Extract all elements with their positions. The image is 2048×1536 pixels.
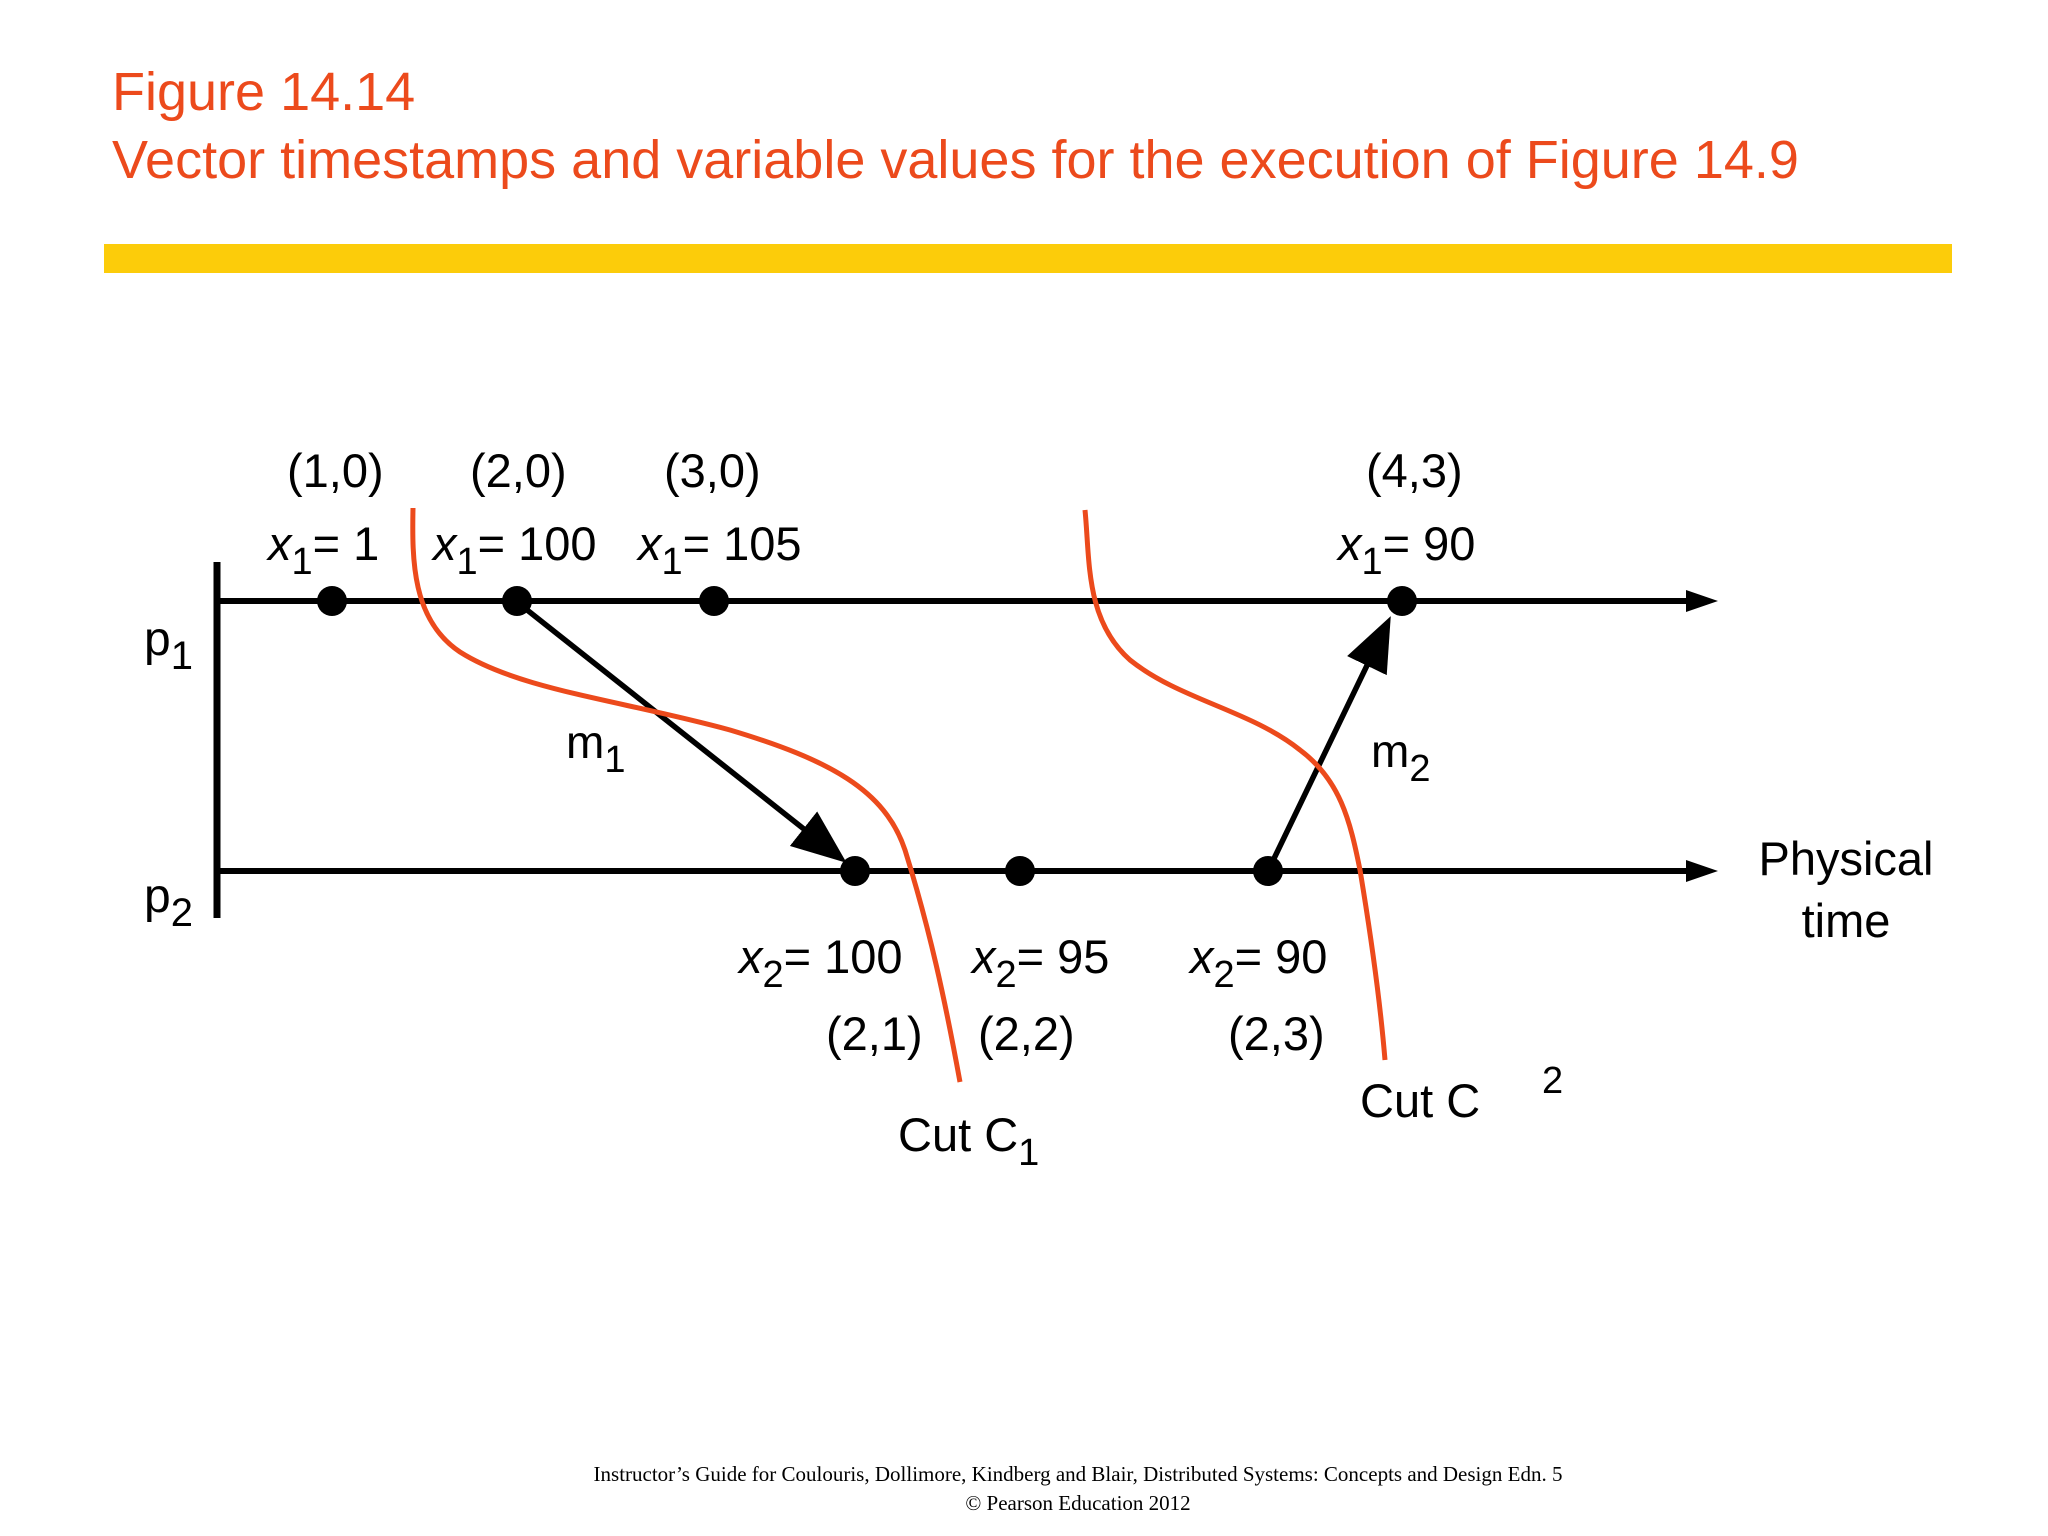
event-dot [317, 586, 347, 616]
p1-timeline-arrowhead [1686, 590, 1718, 612]
event-dot [840, 856, 870, 886]
figure-label: Figure 14.14 [112, 62, 416, 122]
p1-label: p1 [144, 613, 193, 678]
p1-event-timestamp: (3,0) [664, 444, 761, 497]
footer: Instructor’s Guide for Coulouris, Dollim… [0, 1460, 2048, 1518]
footer-citation: Instructor’s Guide for Coulouris, Dollim… [593, 1462, 1563, 1486]
p2-variable-value: x2= 95 [970, 930, 1109, 996]
p1-variable-value: x1= 1 [266, 517, 379, 583]
p2-event-timestamp: (2,1) [826, 1007, 923, 1060]
p2-variable-value: x2= 90 [1188, 930, 1327, 996]
message-m1-label: m1 [566, 716, 625, 781]
event-dot [1387, 586, 1417, 616]
p1-event-timestamp: (4,3) [1366, 444, 1463, 497]
p2-event-timestamp: (2,3) [1228, 1007, 1325, 1060]
p1-variable-value: x1= 100 [431, 517, 597, 583]
event-dot [699, 586, 729, 616]
p2-variable-value: x2= 100 [737, 930, 903, 996]
p2-timeline-arrowhead [1686, 860, 1718, 882]
footer-copyright: © Pearson Education 2012 [965, 1491, 1191, 1515]
p2-event-timestamp: (2,2) [978, 1007, 1075, 1060]
p1-variable-value: x1= 105 [636, 517, 802, 583]
event-dot [502, 586, 532, 616]
cut-c2-subscript: 2 [1542, 1060, 1563, 1102]
p1-variable-value: x1= 90 [1336, 517, 1475, 583]
event-dot [1005, 856, 1035, 886]
title-block: Figure 14.14 Vector timestamps and varia… [112, 58, 1799, 194]
figure-caption: Vector timestamps and variable values fo… [112, 130, 1799, 190]
cut-c1-label: Cut C1 [898, 1108, 1039, 1174]
header-rule-bar [104, 244, 1952, 273]
p1-event-timestamp: (2,0) [470, 444, 567, 497]
event-dot [1253, 856, 1283, 886]
cut-c1-line [410, 507, 963, 1083]
message-m2-label: m2 [1371, 725, 1430, 790]
cut-c2-line [1082, 509, 1388, 1061]
message-m2-arrow [1265, 616, 1391, 873]
message-m1-arrow [515, 599, 847, 863]
physical-time-label: time [1802, 894, 1891, 947]
cut-c2-label: Cut C [1360, 1074, 1480, 1127]
physical-time-label: Physical [1758, 832, 1933, 885]
p2-label: p2 [144, 870, 193, 935]
p1-event-timestamp: (1,0) [287, 444, 384, 497]
